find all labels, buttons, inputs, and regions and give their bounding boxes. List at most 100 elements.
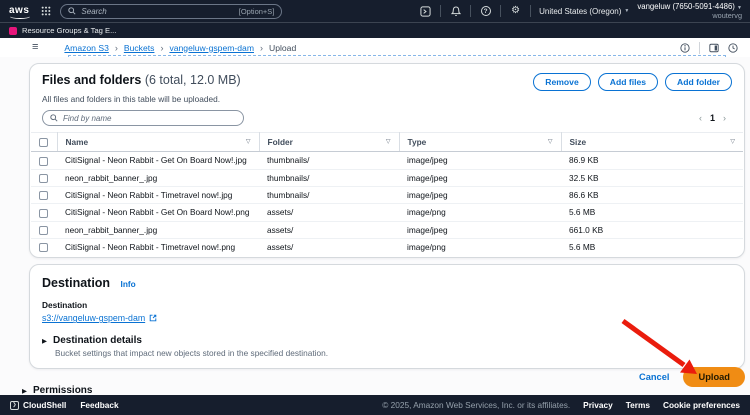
breadcrumb-separator: › <box>114 42 118 53</box>
resource-groups-favicon <box>9 26 17 35</box>
row-checkbox[interactable] <box>39 191 48 201</box>
files-and-folders-card: Files and folders (6 total, 12.0 MB) Rem… <box>29 63 745 259</box>
cell-name: CitiSignal - Neon Rabbit - Get On Board … <box>65 155 247 166</box>
form-actions: Cancel Upload <box>639 367 745 387</box>
account-menu[interactable]: vangeluw (7650-5091-4486) ▼ woutervg <box>637 1 742 20</box>
progress-clock-icon[interactable] <box>728 42 738 53</box>
table-row: CitiSignal - Neon Rabbit - Get On Board … <box>31 152 743 169</box>
cell-type: image/png <box>399 237 561 256</box>
bucket-s3-uri-link[interactable]: s3://vangeluw-gspem-dam <box>42 313 146 324</box>
notifications-bell-icon[interactable] <box>449 5 462 18</box>
account-label: vangeluw (7650-5091-4486) <box>637 1 735 11</box>
breadcrumb-separator: › <box>160 42 164 53</box>
main-content: Files and folders (6 total, 12.0 MB) Rem… <box>0 57 750 408</box>
column-label: Name <box>65 137 89 148</box>
row-checkbox[interactable] <box>39 156 48 166</box>
destination-title: Destination <box>42 276 111 291</box>
add-files-button[interactable]: Add files <box>597 73 659 91</box>
column-header-name: Name ▽ <box>57 131 260 153</box>
side-panel-icon[interactable] <box>709 43 719 53</box>
cell-name: neon_rabbit_banner_.jpg <box>57 168 259 187</box>
region-label: United States (Oregon) <box>539 6 622 16</box>
cell-name: CitiSignal - Neon Rabbit - Get On Board … <box>57 203 259 222</box>
search-icon <box>50 109 58 127</box>
destination-details-expander[interactable]: ▶ Destination details <box>42 335 732 346</box>
account-username: woutervg <box>712 10 742 20</box>
help-icon[interactable]: ? <box>479 5 492 18</box>
row-checkbox[interactable] <box>39 225 48 235</box>
cell-size: 5.6 MB <box>561 203 743 222</box>
search-icon <box>68 2 76 20</box>
destination-card: Destination Info Destination s3://vangel… <box>29 264 745 370</box>
aws-logo[interactable]: aws <box>8 5 32 19</box>
cell-name: neon_rabbit_banner_.jpg <box>57 220 259 239</box>
files-count-summary: (6 total, 12.0 MB) <box>144 73 241 87</box>
topnav-right-cluster: ? ⚙ United States (Oregon) ▼ vangeluw (7… <box>419 1 742 20</box>
table-row: CitiSignal - Neon Rabbit - Get On Board … <box>31 203 743 222</box>
footer-privacy[interactable]: Privacy <box>583 400 613 410</box>
sort-icon[interactable]: ▽ <box>730 139 735 146</box>
sort-icon[interactable]: ▽ <box>385 139 391 146</box>
global-search[interactable]: [Option+S] <box>60 2 283 20</box>
sort-icon[interactable]: ▽ <box>245 139 251 146</box>
add-folder-button[interactable]: Add folder <box>665 73 732 91</box>
cancel-button[interactable]: Cancel <box>638 372 670 382</box>
find-by-name-search[interactable] <box>42 110 244 126</box>
upload-button[interactable]: Upload <box>683 367 745 387</box>
copyright-text: © 2025, Amazon Web Services, Inc. or its… <box>382 400 571 410</box>
column-header-type: Type ▽ <box>399 131 562 153</box>
footer-terms[interactable]: Terms <box>625 400 650 410</box>
column-header-size: Size ▽ <box>561 131 743 153</box>
find-by-name-input[interactable] <box>63 113 236 123</box>
external-link-icon <box>149 314 157 322</box>
table-row: neon_rabbit_banner_.jpg assets/ image/jp… <box>31 220 743 239</box>
cell-size: 32.5 KB <box>561 168 743 187</box>
cloudshell-icon[interactable] <box>419 5 432 18</box>
cell-folder: thumbnails/ <box>259 168 399 187</box>
page-utility-icons <box>680 41 738 54</box>
settings-gear-icon[interactable]: ⚙ <box>511 5 521 16</box>
search-input[interactable] <box>81 6 234 16</box>
sort-icon[interactable]: ▽ <box>547 139 553 146</box>
menu-hamburger-icon[interactable]: ≡ <box>32 41 39 53</box>
search-shortcut: [Option+S] <box>238 6 275 16</box>
table-header-row: Name ▽ Folder ▽ Type ▽ Size ▽ <box>31 131 743 153</box>
cell-name: CitiSignal - Neon Rabbit - Timetravel no… <box>57 237 259 256</box>
cell-type: image/jpeg <box>399 185 561 204</box>
services-grid-icon[interactable] <box>41 6 51 16</box>
favorites-item-resource-groups[interactable]: Resource Groups & Tag E... <box>22 26 117 35</box>
expander-description: Bucket settings that impact new objects … <box>55 348 329 359</box>
row-checkbox[interactable] <box>39 208 48 218</box>
info-link[interactable]: Info <box>120 279 136 290</box>
favorites-bar: Resource Groups & Tag E... <box>0 22 750 38</box>
divider <box>470 5 472 17</box>
page-number[interactable]: 1 <box>709 113 715 123</box>
cell-folder: assets/ <box>259 237 399 256</box>
cell-folder: thumbnails/ <box>267 155 310 166</box>
cell-folder: assets/ <box>259 203 399 222</box>
previous-page-icon[interactable]: ‹ <box>698 113 702 123</box>
breadcrumb-buckets[interactable]: Buckets <box>123 42 155 53</box>
select-all-checkbox[interactable] <box>39 138 48 148</box>
permissions-expander[interactable]: ▶ Permissions <box>22 385 745 396</box>
breadcrumb-amazon-s3[interactable]: Amazon S3 <box>64 42 109 53</box>
divider <box>699 41 700 54</box>
info-icon[interactable] <box>680 42 690 53</box>
breadcrumb-bucket-name[interactable]: vangeluw-gspem-dam <box>169 42 254 53</box>
row-checkbox[interactable] <box>39 243 48 253</box>
console-footer: ❯ CloudShell Feedback © 2025, Amazon Web… <box>0 395 750 415</box>
column-header-folder: Folder ▽ <box>259 131 400 153</box>
footer-cloudshell[interactable]: ❯ CloudShell <box>10 400 66 410</box>
next-page-icon[interactable]: › <box>723 113 726 123</box>
remove-button[interactable]: Remove <box>533 73 591 91</box>
files-table: Name ▽ Folder ▽ Type ▽ Size ▽ CitiSignal - N… <box>31 131 743 256</box>
breadcrumb-separator: › <box>259 42 263 53</box>
chevron-down-icon: ▼ <box>737 4 742 11</box>
footer-feedback[interactable]: Feedback <box>80 400 119 410</box>
region-selector[interactable]: United States (Oregon) ▼ <box>539 7 629 16</box>
footer-cookie-preferences[interactable]: Cookie preferences <box>662 400 740 410</box>
cloudshell-label: CloudShell <box>23 400 67 410</box>
chevron-down-icon: ▼ <box>624 8 630 14</box>
row-checkbox[interactable] <box>39 173 48 183</box>
